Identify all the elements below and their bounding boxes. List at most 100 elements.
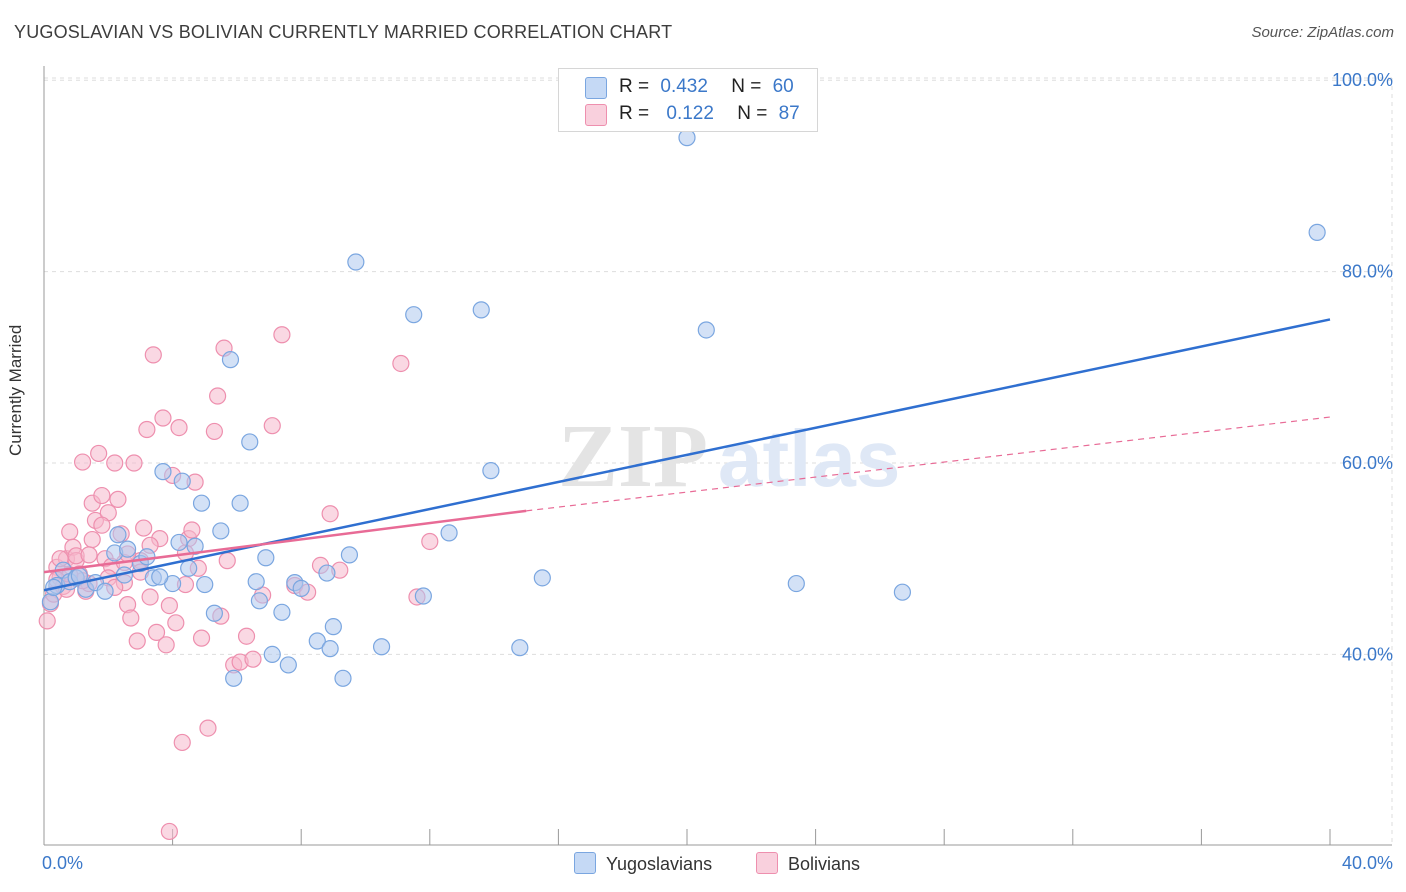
bolivian-point [128,632,146,650]
bolivian-point [173,733,191,752]
yugoslavian-point [347,253,365,271]
yugoslavian-point [186,537,204,555]
yugoslavian-point [533,569,551,587]
yugoslavian-point [440,524,458,542]
yugoslavian-point [787,574,805,593]
yugoslavian-point [292,579,310,597]
bolivian-point [218,552,236,570]
yugoslavian-point [472,301,490,319]
yugoslavian-point [221,351,240,369]
yugoslavian-point [340,546,359,564]
yugoslavian-point [118,540,137,558]
yugoslavian-point [170,533,188,552]
bolivian-point [138,420,156,439]
yugoslavian-point [231,494,249,512]
bolivian-point [244,650,262,668]
bottom-legend-swatch-blue [574,852,596,874]
bolivians-points [38,326,439,841]
bolivian-point [273,326,291,344]
bolivian-point [141,588,159,606]
y-tick-label: 60.0% [1342,453,1393,473]
yugoslavian-point [96,582,114,600]
legend-swatch-blue [585,77,607,99]
bolivian-point [93,486,111,505]
x-tick-label: 40.0% [1342,853,1393,873]
y-tick-label: 100.0% [1332,70,1393,90]
bottom-legend-yugoslavians: Yugoslavians [574,852,712,875]
yugoslavian-point [678,129,696,147]
bolivian-point [160,822,178,841]
yugoslavian-point [308,632,326,650]
bolivian-point [167,614,185,632]
yugoslavian-point [324,618,342,636]
chart-title: YUGOSLAVIAN VS BOLIVIAN CURRENTLY MARRIE… [14,22,673,42]
bolivian-point [392,354,410,373]
legend-r-value: 0.122 [666,103,714,124]
bolivian-point [160,596,178,615]
yugoslavian-point [180,559,198,577]
bolivian-point [83,530,101,549]
legend-n-label: N = [737,103,768,124]
yugoslavian-point [273,603,291,621]
bolivian-point [192,629,211,647]
bottom-legend-label: Yugoslavians [606,854,713,874]
watermark-zip: ZIP [558,407,708,506]
yugoslavian-point [138,548,156,566]
bolivian-point [90,444,108,463]
bolivian-point [183,521,201,539]
yugoslavian-point [205,604,223,622]
bolivian-point [209,387,227,405]
yugoslavian-point [334,669,352,687]
bolivian-point [170,418,188,437]
yugoslavian-point [279,656,297,674]
bottom-legend-swatch-pink [756,852,778,874]
legend-r-value: 0.432 [660,76,708,97]
bolivian-point [263,417,281,435]
legend-n-label: N = [731,76,762,97]
legend-r-label: R = [619,103,650,124]
x-tick-label: 0.0% [42,853,83,873]
yugoslavian-point [109,526,127,544]
bolivians-trend-extension [526,416,1331,512]
watermark-atlas: atlas [718,414,900,503]
legend-n-value: 60 [772,76,794,97]
yugoslavian-point [372,638,391,656]
bolivian-point [80,546,98,564]
yugoslavian-point [697,321,715,339]
yugoslavian-point [151,568,169,586]
bolivian-point [154,409,172,427]
yugoslavian-point [405,306,423,324]
bolivian-point [199,719,217,737]
yugoslavian-point [250,592,269,610]
bolivian-point [135,519,153,537]
y-tick-label: 40.0% [1342,644,1393,664]
bolivian-point [321,505,339,523]
yugoslavian-point [893,583,912,601]
yugoslavian-point [263,645,281,664]
bolivian-point [205,422,223,441]
bolivian-point [157,636,175,654]
y-tick-label: 80.0% [1342,262,1393,282]
yugoslavian-point [154,463,172,481]
yugoslavian-point [482,462,500,480]
yugoslavian-point [192,494,211,512]
yugoslavian-point [225,669,243,687]
yugoslavian-point [257,549,275,567]
bolivian-point [237,627,256,645]
trendlines [43,318,1331,592]
bolivian-point [125,454,143,472]
yugoslavian-point [318,564,336,582]
yugoslavian-point [1308,223,1326,241]
yugoslavian-point [212,522,230,540]
bottom-legend-label: Bolivians [788,854,861,874]
bolivian-point [93,516,111,534]
bolivian-point [421,532,439,551]
y-axis-label: Currently Married [6,324,25,456]
bolivian-point [38,612,56,630]
yugoslavian-point [196,575,214,594]
bolivian-point [106,454,124,472]
legend-n-value: 87 [778,103,800,124]
yugoslavian-point [321,640,339,658]
bolivian-point [61,523,79,541]
